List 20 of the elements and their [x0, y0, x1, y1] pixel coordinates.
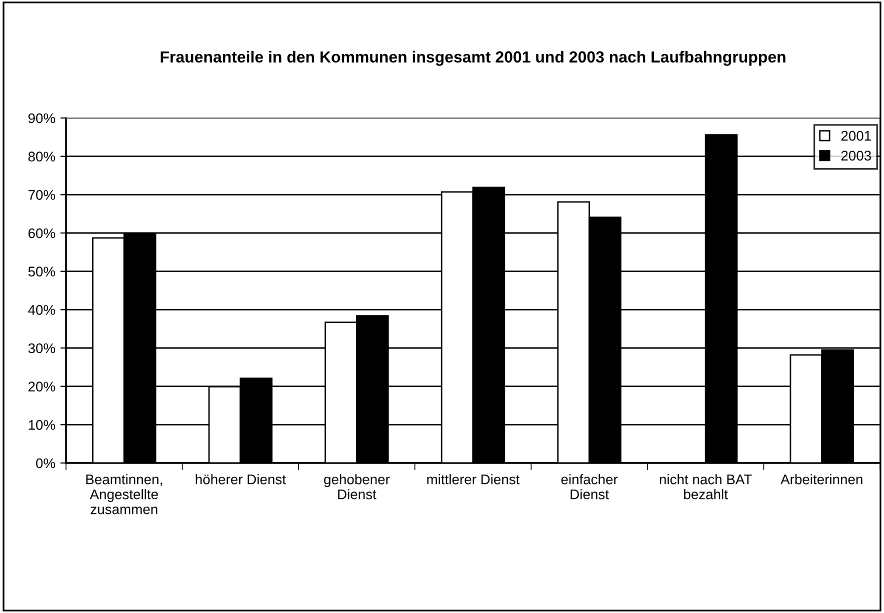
y-tick-label: 60%: [28, 228, 56, 238]
y-tick-label: 90%: [28, 113, 56, 124]
y-tick-label: 10%: [28, 420, 56, 430]
y-tick-label: 30%: [28, 343, 56, 354]
legend-label: 2001: [841, 130, 871, 141]
y-tick-label: 50%: [28, 266, 56, 277]
x-tick-label: mittlerer Dienst: [427, 474, 520, 484]
y-tick-label: 80%: [28, 152, 56, 162]
y-tick-label: 40%: [28, 305, 56, 315]
chart-title: Frauenanteile in den Kommunen insgesamt 2001 und 2003 nach Laufbahngruppen: [160, 50, 786, 66]
x-tick-label: höherer Dienst: [196, 474, 286, 484]
x-tick-label: Beamtinnen, Angestellte zusammen: [86, 474, 162, 514]
y-tick-label: 20%: [28, 382, 56, 392]
x-tick-label: einfacher Dienst: [561, 474, 618, 500]
x-tick-label: Arbeiterinnen: [780, 474, 862, 484]
y-tick-label: 0%: [36, 458, 56, 468]
legend-label: 2003: [841, 150, 871, 161]
y-tick-label: 70%: [28, 190, 56, 200]
x-tick-label: gehobener Dienst: [324, 474, 390, 500]
x-tick-label: nicht nach BAT bezahlt: [660, 474, 752, 500]
